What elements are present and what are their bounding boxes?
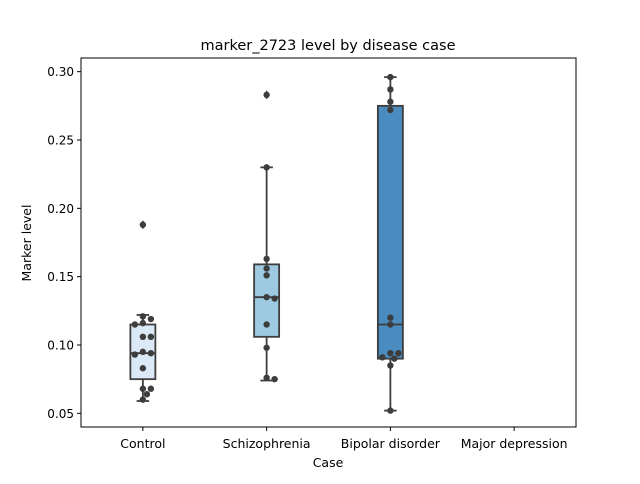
data-point (147, 315, 155, 323)
data-point (387, 98, 394, 105)
y-tick-label: 0.20 (47, 202, 74, 216)
data-point (263, 293, 270, 301)
y-tick-label: 0.15 (47, 270, 74, 284)
y-tick-label: 0.10 (47, 339, 74, 353)
data-point (139, 333, 147, 340)
plot-frame (80, 57, 577, 428)
data-point (131, 321, 139, 328)
data-point (131, 351, 139, 358)
x-tick-label: Major depression (461, 436, 568, 451)
data-point (263, 91, 270, 99)
data-point (263, 321, 270, 328)
data-point (263, 255, 270, 263)
data-point (139, 319, 147, 327)
y-axis-label: Marker level (19, 205, 34, 282)
data-point (387, 73, 394, 81)
chart-title: marker_2723 level by disease case (201, 38, 456, 54)
y-tick-label: 0.05 (47, 407, 74, 421)
data-point (139, 348, 147, 356)
data-point (387, 362, 394, 369)
x-tick-label: Bipolar disorder (341, 436, 441, 451)
data-point (139, 313, 147, 320)
data-point (139, 396, 147, 403)
data-point (139, 221, 147, 228)
x-axis-label: Case (313, 455, 344, 470)
data-point (263, 374, 270, 381)
data-point (263, 272, 270, 279)
data-point (263, 164, 270, 171)
y-tick-label: 0.25 (47, 134, 74, 148)
data-point (139, 385, 147, 392)
data-point (147, 350, 155, 357)
data-point (395, 350, 402, 357)
data-point (387, 106, 394, 114)
data-point (379, 354, 386, 361)
data-point (263, 265, 270, 272)
y-tick-label: 0.30 (47, 65, 74, 79)
data-point (391, 355, 398, 362)
data-point (387, 407, 394, 414)
data-point (147, 333, 155, 340)
plot-area: 0.05 0.10 0.15 0.20 0.25 0.30 Control Schizophr… (47, 65, 567, 451)
x-tick-label: Control (120, 436, 165, 451)
data-point (271, 295, 278, 302)
data-point (387, 321, 394, 328)
data-point (139, 365, 147, 372)
data-point (147, 385, 155, 392)
data-point (263, 344, 270, 351)
data-point (271, 375, 278, 383)
data-point (387, 350, 394, 357)
data-point (143, 391, 151, 398)
data-point (387, 314, 394, 321)
x-tick-label: Schizophrenia (223, 436, 311, 451)
data-point (387, 86, 394, 93)
